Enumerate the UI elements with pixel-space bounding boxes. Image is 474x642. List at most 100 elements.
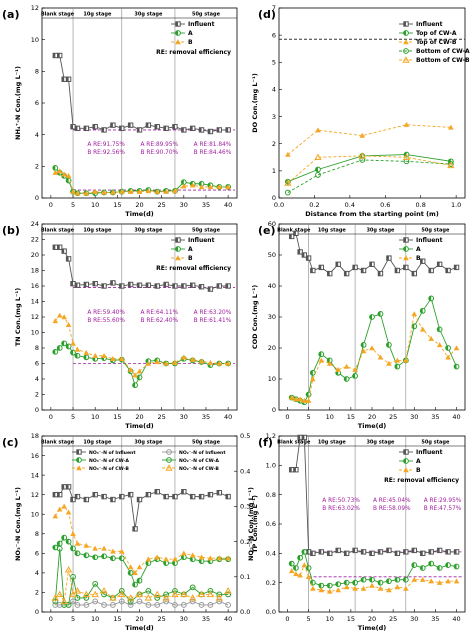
data-point	[206, 590, 215, 598]
x-tick-label: 35	[202, 615, 210, 623]
data-point	[207, 602, 214, 608]
y-tick-label: 8	[35, 530, 39, 538]
data-point-fill	[412, 271, 415, 276]
series-line	[287, 154, 451, 183]
data-point-fill	[344, 271, 347, 276]
legend-marker-fill	[403, 458, 406, 464]
series-line	[291, 312, 457, 402]
data-point-fill	[454, 549, 457, 555]
data-point-fill	[70, 124, 74, 129]
chart-panel-6: (f) Blank stage 10g stage 30g stage 50g stag…	[251, 432, 466, 632]
data-point	[56, 506, 63, 512]
legend-note: RE: removal efficiency	[156, 265, 231, 272]
x-tick-label: 0	[49, 413, 53, 421]
stage-label: 10g stage	[318, 440, 347, 446]
data-point	[359, 132, 366, 138]
legend-marker	[166, 457, 172, 463]
data-point	[215, 594, 223, 601]
x-tick-label: 35	[431, 413, 439, 421]
y-tick-label: 4	[35, 131, 39, 139]
data-point	[225, 555, 231, 561]
data-point	[163, 188, 169, 194]
data-point-fill	[84, 126, 87, 131]
data-point-fill	[437, 262, 440, 267]
data-point-fill	[369, 262, 372, 267]
data-point-fill	[53, 53, 56, 58]
data-point	[225, 602, 232, 608]
data-point	[216, 591, 223, 598]
data-point	[74, 190, 81, 196]
x-tick-label: 0	[49, 201, 53, 209]
data-point-fill	[454, 564, 457, 569]
data-point	[326, 360, 333, 366]
data-point	[153, 590, 161, 598]
data-point-fill	[428, 296, 432, 301]
stage-label: Blank stage	[277, 228, 311, 234]
data-point-fill	[208, 492, 211, 497]
series-line	[55, 600, 229, 606]
x-tick-label: 40	[452, 413, 460, 421]
legend-marker	[403, 467, 409, 473]
data-point-fill	[335, 262, 339, 267]
legend-label: Influent	[416, 21, 443, 28]
data-point-fill	[289, 234, 292, 239]
data-point	[145, 602, 152, 608]
data-point	[118, 548, 125, 554]
data-point	[189, 594, 197, 601]
x-tick-label: 20	[135, 201, 143, 209]
y-tick-label: 6	[35, 360, 39, 368]
data-point	[52, 318, 59, 324]
data-point	[180, 590, 188, 598]
y-tick-label: 7	[272, 4, 276, 12]
data-point	[172, 556, 178, 562]
data-point-fill	[361, 549, 364, 555]
data-point	[83, 602, 90, 608]
x-tick-label: 25	[389, 413, 397, 421]
data-point	[358, 152, 366, 159]
y-tick-label: 12	[31, 491, 39, 499]
x-tick-label: 15	[347, 413, 355, 421]
data-point-fill	[190, 283, 193, 288]
data-point	[74, 602, 81, 608]
data-point	[92, 352, 98, 358]
y-tick-label: 3	[272, 113, 276, 121]
data-point-fill	[128, 122, 131, 128]
data-point	[65, 173, 72, 179]
legend-label: NO₃⁻-N of CW-B	[89, 466, 129, 472]
data-point-fill	[190, 126, 193, 131]
data-point-fill	[454, 364, 457, 369]
data-point	[118, 598, 125, 605]
data-point	[101, 189, 107, 195]
data-point-fill	[146, 122, 149, 128]
stage-label: 50g stage	[192, 12, 221, 18]
data-point	[181, 550, 187, 556]
legend-marker-fill	[76, 449, 79, 455]
data-point	[70, 340, 76, 346]
data-point-fill	[84, 497, 87, 502]
annotation-text: A RE:59.40%	[87, 310, 125, 316]
data-point-fill	[119, 555, 122, 561]
data-point-fill	[137, 497, 140, 502]
data-point-fill	[420, 259, 423, 264]
data-point-fill	[293, 467, 296, 472]
data-point-fill	[428, 561, 432, 566]
data-point-fill	[306, 392, 309, 397]
data-point	[162, 594, 170, 601]
y-axis-title: NH₄⁺-N Con.(mg L⁻¹)	[14, 66, 22, 140]
data-point	[411, 311, 418, 317]
stage-label: Blank stage	[41, 440, 75, 446]
y-tick-label: 10	[268, 375, 276, 383]
data-point-fill	[92, 281, 96, 286]
data-point	[359, 157, 366, 163]
data-point-fill	[327, 271, 330, 276]
y-tick-label: 0.0	[266, 608, 276, 616]
x-tick-label: 20	[368, 413, 376, 421]
x-tick-label: 35	[202, 413, 210, 421]
y-tick-label: 0	[272, 194, 276, 202]
data-point	[189, 552, 196, 558]
data-point-fill	[66, 178, 69, 183]
data-point	[92, 545, 98, 551]
data-point-fill	[75, 550, 78, 556]
data-point	[171, 590, 179, 598]
data-point	[110, 189, 116, 195]
